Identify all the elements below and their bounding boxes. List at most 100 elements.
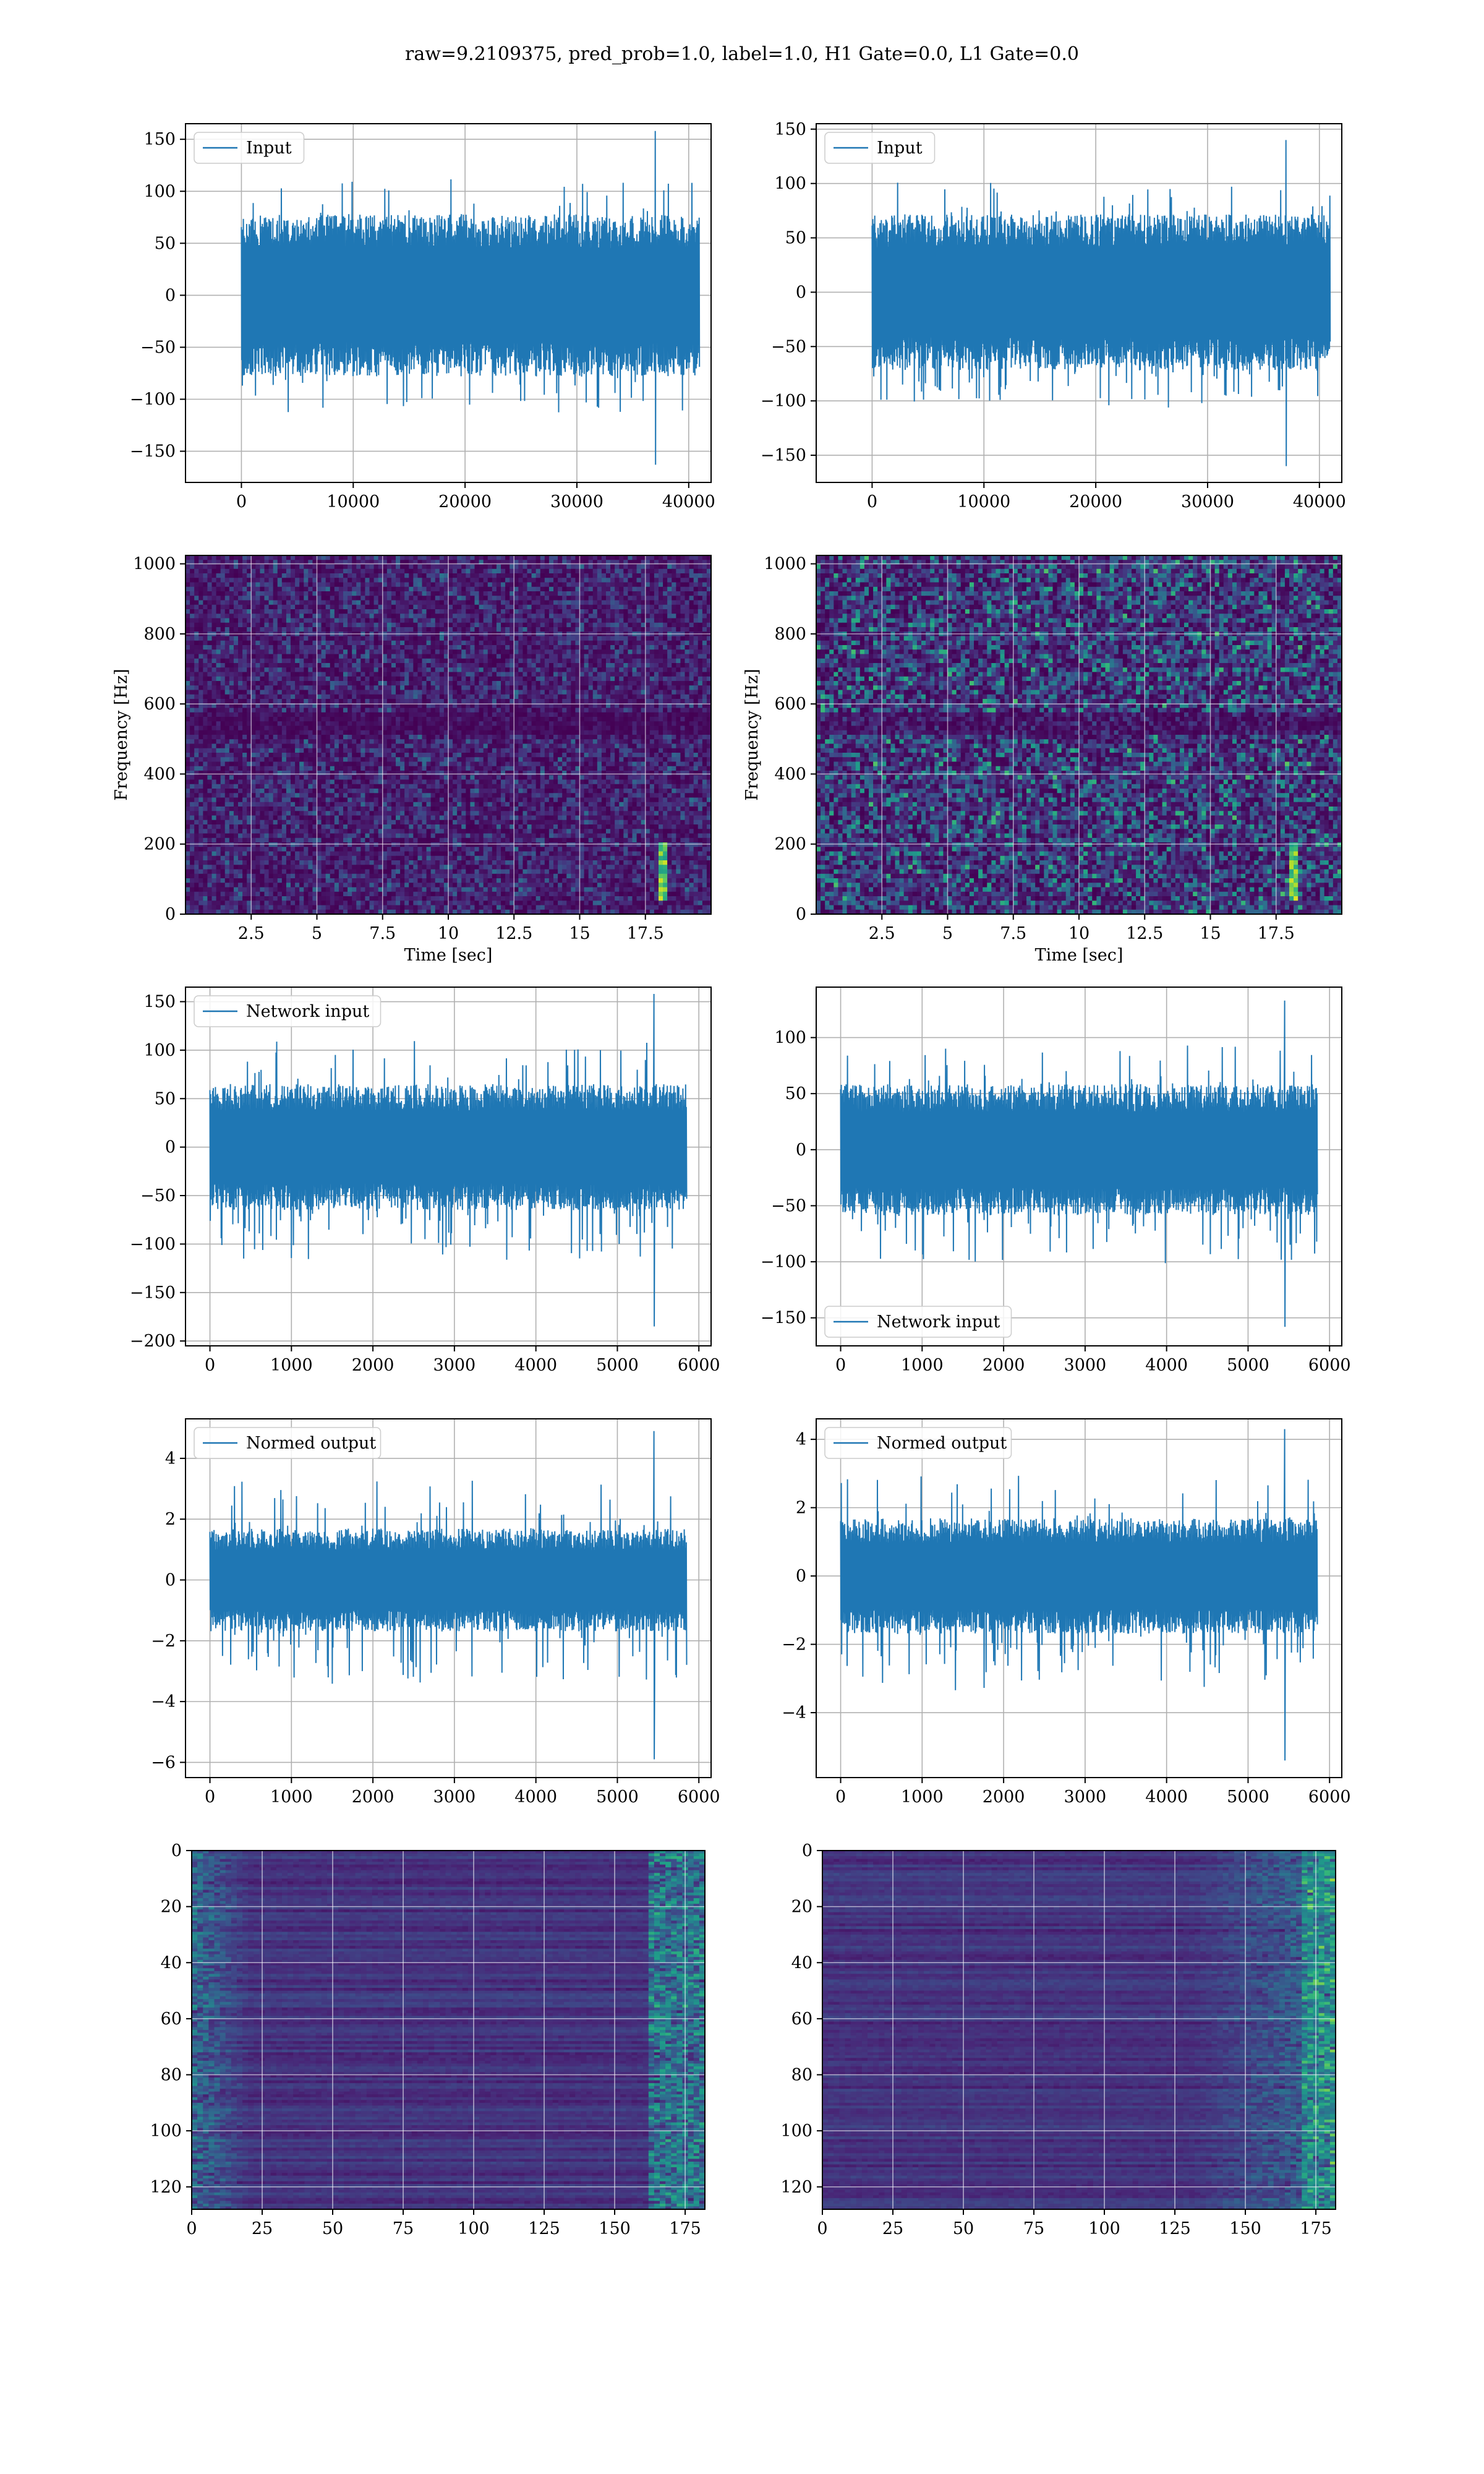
heatmap-cell [360, 685, 366, 691]
heatmap-cell [426, 721, 432, 727]
heatmap-cell [443, 690, 449, 695]
heatmap-cell [697, 717, 703, 722]
heatmap-cell [378, 600, 383, 606]
heatmap-cell [229, 618, 234, 623]
heatmap-cell [281, 658, 287, 664]
heatmap-cell [216, 654, 221, 659]
heatmap-cell [255, 596, 261, 601]
heatmap-cell [413, 699, 419, 704]
heatmap-cell [601, 726, 607, 731]
heatmap-cell [501, 663, 506, 668]
heatmap-cell [304, 568, 309, 574]
heatmap-cell [588, 694, 594, 700]
heatmap-cell [571, 712, 576, 717]
heatmap-cell [676, 685, 681, 691]
heatmap-cell [343, 681, 348, 686]
heatmap-cell [632, 672, 638, 677]
heatmap-cell [286, 591, 291, 596]
heatmap-cell [409, 645, 414, 650]
heatmap-cell [663, 726, 668, 731]
heatmap-cell [352, 604, 357, 610]
heatmap-cell [304, 555, 309, 560]
heatmap-cell [663, 654, 668, 659]
heatmap-cell [291, 600, 296, 606]
heatmap-cell [693, 708, 699, 713]
heatmap-cell [382, 721, 388, 727]
heatmap-cell [251, 694, 256, 700]
heatmap-cell [238, 730, 243, 735]
heatmap-cell [706, 717, 712, 722]
heatmap-cell [400, 645, 405, 650]
heatmap-cell [386, 681, 392, 686]
heatmap-cell [255, 591, 261, 596]
heatmap-cell [540, 586, 545, 592]
heatmap-cell [579, 596, 585, 601]
heatmap-cell [325, 681, 331, 686]
heatmap-cell [579, 681, 585, 686]
heatmap-cell [584, 685, 589, 691]
heatmap-cell [548, 694, 554, 700]
heatmap-cell [378, 564, 383, 570]
heatmap-cell [211, 685, 217, 691]
heatmap-cell [632, 555, 638, 560]
heatmap-cell [207, 586, 213, 592]
heatmap-cell [291, 586, 296, 592]
heatmap-cell [619, 730, 624, 735]
heatmap-cell [470, 708, 475, 713]
heatmap-cell [409, 578, 414, 583]
heatmap-cell [689, 658, 694, 664]
heatmap-cell [483, 649, 488, 655]
heatmap-cell [619, 735, 624, 740]
heatmap-cell [356, 586, 361, 592]
heatmap-cell [348, 573, 352, 578]
heatmap-cell [430, 672, 436, 677]
heatmap-cell [281, 591, 287, 596]
heatmap-cell [430, 649, 436, 655]
heatmap-cell [623, 735, 629, 740]
heatmap-cell [330, 564, 335, 570]
heatmap-cell [667, 586, 672, 592]
heatmap-cell [443, 591, 449, 596]
heatmap-cell [527, 712, 532, 717]
heatmap-cell [242, 555, 247, 560]
heatmap-cell [702, 726, 707, 731]
heatmap-cell [623, 627, 629, 632]
heatmap-cell [667, 555, 672, 560]
heatmap-cell [439, 694, 445, 700]
heatmap-cell [404, 649, 409, 655]
heatmap-cell [198, 622, 203, 628]
heatmap-cell [194, 582, 199, 588]
heatmap-cell [501, 685, 506, 691]
heatmap-cell [566, 717, 571, 722]
heatmap-cell [430, 667, 436, 673]
heatmap-cell [365, 618, 370, 623]
heatmap-cell [474, 721, 480, 727]
heatmap-cell [527, 690, 532, 695]
heatmap-cell [207, 640, 213, 646]
heatmap-cell [268, 672, 274, 677]
heatmap-cell [198, 578, 203, 583]
heatmap-cell [636, 614, 642, 619]
heatmap-cell [260, 726, 265, 731]
heatmap-cell [312, 600, 318, 606]
heatmap-cell [619, 596, 624, 601]
heatmap-cell [548, 614, 554, 619]
heatmap-cell [224, 721, 230, 727]
heatmap-cell [348, 596, 352, 601]
heatmap-cell [220, 573, 226, 578]
heatmap-cell [487, 726, 493, 731]
heatmap-cell [535, 658, 541, 664]
heatmap-cell [518, 681, 524, 686]
heatmap-cell [435, 573, 440, 578]
heatmap-cell [544, 690, 550, 695]
heatmap-cell [417, 726, 423, 731]
heatmap-cell [273, 699, 278, 704]
heatmap-cell [544, 622, 550, 628]
heatmap-cell [186, 618, 190, 623]
heatmap-cell [562, 690, 567, 695]
heatmap-cell [623, 596, 629, 601]
heatmap-cell [571, 582, 576, 588]
heatmap-cell [535, 640, 541, 646]
heatmap-cell [325, 730, 331, 735]
heatmap-cell [659, 703, 663, 709]
